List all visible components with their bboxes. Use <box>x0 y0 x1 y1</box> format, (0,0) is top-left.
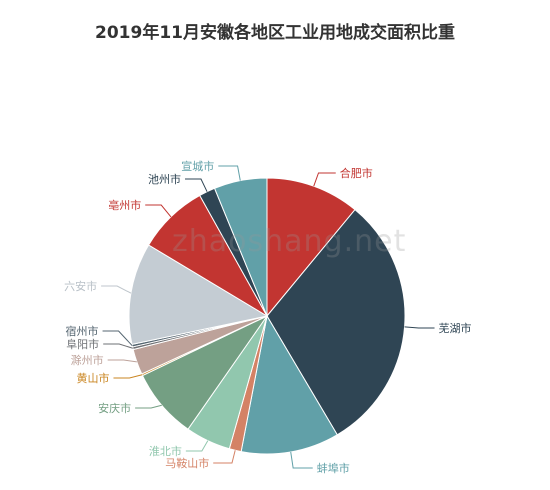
label-line-0 <box>313 172 336 187</box>
slice-label-7: 滁州市 <box>71 353 104 367</box>
pie-slice-2[interactable] <box>240 314 338 455</box>
slice-label-8: 阜阳市 <box>66 337 99 351</box>
label-line-9 <box>102 330 133 347</box>
watermark: zhaoshang.net <box>172 224 407 259</box>
label-line-11 <box>145 204 172 218</box>
label-line-5 <box>135 404 162 409</box>
pie-slice-10[interactable] <box>128 244 269 346</box>
slice-label-4: 淮北市 <box>149 444 182 458</box>
label-line-12 <box>184 178 208 192</box>
slice-label-2: 蚌埠市 <box>317 461 350 475</box>
label-line-6 <box>113 374 143 379</box>
label-line-3 <box>213 450 236 464</box>
slice-label-10: 六安市 <box>64 279 97 293</box>
slice-label-1: 芜湖市 <box>439 321 472 335</box>
label-line-7 <box>107 359 137 363</box>
label-line-13 <box>218 165 241 181</box>
slice-label-6: 黄山市 <box>76 371 109 385</box>
label-line-4 <box>185 440 209 452</box>
label-line-8 <box>103 343 133 349</box>
slice-label-9: 宿州市 <box>66 324 99 338</box>
chart-title: 2019年11月安徽各地区工业用地成交面积比重 <box>95 23 455 43</box>
slice-label-0: 合肥市 <box>340 166 373 180</box>
slice-label-3: 马鞍山市 <box>165 456 209 470</box>
label-line-1 <box>404 326 435 329</box>
slice-label-13: 宣城市 <box>181 159 214 173</box>
label-line-10 <box>101 285 132 294</box>
slice-label-12: 池州市 <box>148 172 181 186</box>
label-line-2 <box>290 451 313 469</box>
slice-label-11: 亳州市 <box>108 198 141 212</box>
slice-label-5: 安庆市 <box>98 401 131 415</box>
